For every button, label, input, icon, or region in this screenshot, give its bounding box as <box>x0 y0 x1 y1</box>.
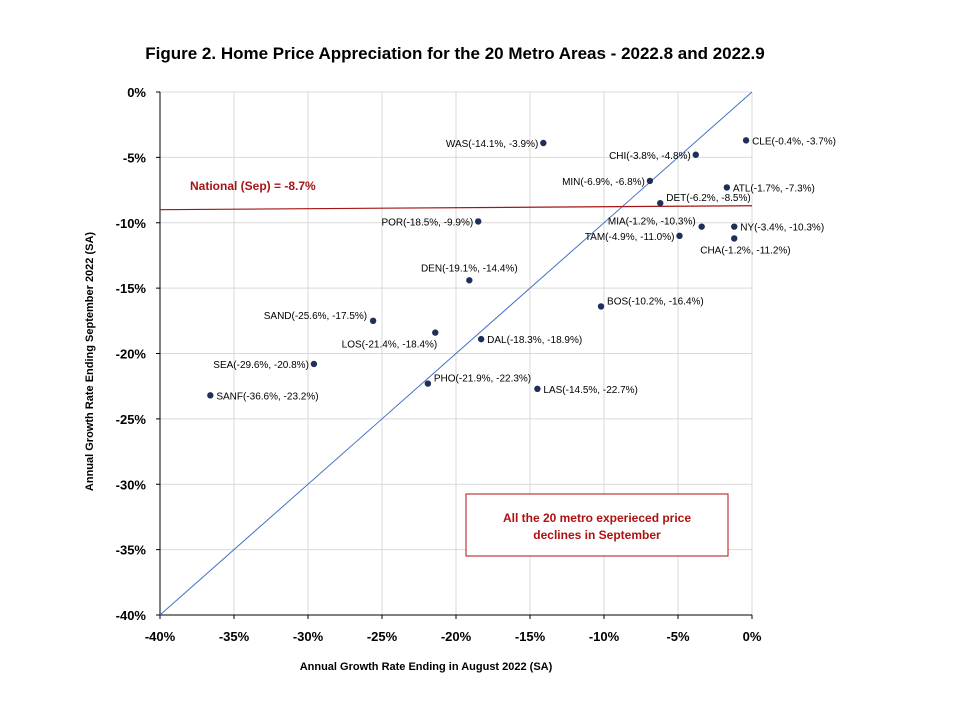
data-point <box>657 199 664 207</box>
point-label: SEA(-29.6%, -20.8%) <box>213 360 309 371</box>
data-point <box>731 223 738 230</box>
point-label: CLE(-0.4%, -3.7%) <box>752 136 836 147</box>
y-tick-label: 0% <box>127 85 146 100</box>
point-label: BOS(-10.2%, -16.4%) <box>607 296 704 307</box>
data-point <box>742 137 750 144</box>
y-tick-label: -25% <box>116 412 147 427</box>
chart-title: Figure 2. Home Price Appreciation for th… <box>145 44 765 63</box>
annotation-line-2: declines in September <box>533 528 661 542</box>
national-label: National (Sep) = -8.7% <box>190 179 316 193</box>
point-label: MIA(-1.2%, -10.3%) <box>608 217 696 228</box>
national-line <box>159 205 753 211</box>
annotation-line-1: All the 20 metro experieced price <box>503 511 691 525</box>
x-tick-label: -35% <box>219 629 250 644</box>
point-label: CHI(-3.8%, -4.8%) <box>609 151 691 162</box>
reference-lines: National (Sep) = -8.7% <box>159 91 753 616</box>
point-label: NY(-3.4%, -10.3%) <box>740 223 824 234</box>
data-point <box>646 177 654 185</box>
y-tick-label: -35% <box>116 543 147 558</box>
point-label: TAM(-4.9%, -11.0%) <box>585 232 675 243</box>
data-point <box>698 223 705 230</box>
data-point <box>369 317 377 325</box>
data-point <box>310 360 318 368</box>
data-point <box>731 235 738 242</box>
axes: -40% -35% -30% -25% -20% -15% -10% -5% 0% 0% -5% -1… <box>84 85 762 673</box>
x-tick-label: -5% <box>666 629 690 644</box>
grid-lines <box>159 91 753 616</box>
x-tick-label: -15% <box>515 629 546 644</box>
data-point <box>597 303 605 310</box>
y-tick-label: -5% <box>123 150 147 165</box>
data-point <box>723 184 731 191</box>
x-axis-title: Annual Growth Rate Ending in August 2022… <box>300 661 553 673</box>
annotation-frame <box>465 493 729 557</box>
point-label: LAS(-14.5%, -22.7%) <box>543 385 638 396</box>
data-point <box>432 329 439 336</box>
x-tick-label: -10% <box>589 629 620 644</box>
diagonal-reference-line <box>159 91 753 616</box>
point-label: POR(-18.5%, -9.9%) <box>381 217 473 228</box>
data-point <box>676 232 683 240</box>
data-point <box>692 151 699 158</box>
data-point <box>534 385 541 393</box>
y-tick-label: -20% <box>116 347 147 362</box>
data-point <box>475 218 482 225</box>
y-tick-label: -30% <box>116 477 147 492</box>
point-label: PHO(-21.9%, -22.3%) <box>434 374 531 385</box>
point-label: DAL(-18.3%, -18.9%) <box>487 335 582 346</box>
data-point <box>424 380 432 387</box>
point-label: DET(-6.2%, -8.5%) <box>666 193 750 204</box>
x-tick-label: -30% <box>293 629 324 644</box>
y-tick-label: -10% <box>116 216 147 231</box>
data-point <box>540 139 547 147</box>
annotation-box: All the 20 metro experieced price decline… <box>465 493 729 557</box>
y-tick-label: -15% <box>116 281 147 296</box>
point-label: CHA(-1.2%, -11.2%) <box>700 245 790 256</box>
point-label: ATL(-1.7%, -7.3%) <box>733 183 815 194</box>
data-point <box>477 335 485 343</box>
x-tick-label: 0% <box>743 629 762 644</box>
data-points: WAS(-14.1%, -3.9%) CHI(-3.8%, -4.8%) CLE(-… <box>207 136 836 402</box>
y-axis-title: Annual Growth Rate Ending September 2022… <box>84 232 96 491</box>
point-label: SANF(-36.6%, -23.2%) <box>216 391 318 402</box>
point-label: DEN(-19.1%, -14.4%) <box>421 263 518 274</box>
point-label: LOS(-21.4%, -18.4%) <box>342 340 438 351</box>
x-tick-label: -25% <box>367 629 398 644</box>
point-label: MIN(-6.9%, -6.8%) <box>562 177 645 188</box>
y-tick-label: -40% <box>116 608 147 623</box>
data-point <box>207 392 214 399</box>
x-tick-label: -20% <box>441 629 472 644</box>
point-label: SAND(-25.6%, -17.5%) <box>264 311 367 322</box>
point-label: WAS(-14.1%, -3.9%) <box>446 139 538 150</box>
x-tick-label: -40% <box>145 629 176 644</box>
data-point <box>466 277 473 284</box>
